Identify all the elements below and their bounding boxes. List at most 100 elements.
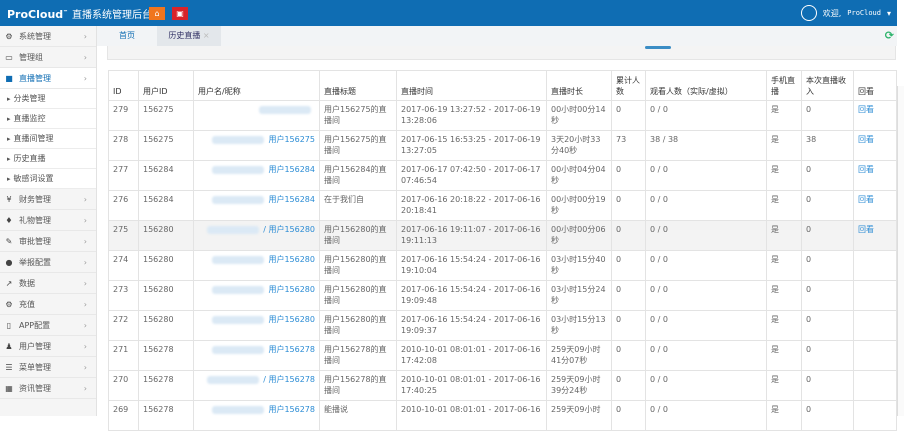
cell: 38 / 38 <box>645 130 767 161</box>
sidebar-subitem[interactable]: 历史直播 <box>0 149 96 169</box>
cell: 用户156275的直播间 <box>319 100 397 131</box>
table-row: 273 156280 用户156280 用户156280的直播间 2017-06-16 … <box>108 280 897 311</box>
blurred-name <box>212 285 265 294</box>
sidebar-item[interactable]: ⚙ 系统管理 › <box>0 26 96 47</box>
tab-bar: 首页 历史直播 × <box>97 26 897 46</box>
sidebar-item[interactable]: ✎ 审批管理 › <box>0 231 96 252</box>
cell: / 用户156280 <box>193 220 320 251</box>
search-button[interactable] <box>645 46 671 49</box>
cell: 0 <box>611 160 646 191</box>
sidebar-item[interactable]: ▦ 资讯管理 › <box>0 378 96 399</box>
menu-icon: ▭ <box>5 52 13 62</box>
cell: 是 <box>766 100 802 131</box>
cell: 是 <box>766 160 802 191</box>
cell: 用户156278 <box>193 340 320 371</box>
column-header: 用户名/昵称 <box>193 70 320 101</box>
sidebar-item[interactable]: ♦ 礼物管理 › <box>0 210 96 231</box>
user-link[interactable]: 用户156278 <box>268 405 315 414</box>
user-link[interactable]: 用户156284 <box>268 195 315 204</box>
sidebar-item-label: 用户管理 <box>19 341 51 351</box>
sidebar-item[interactable]: ↗ 数据 › <box>0 273 96 294</box>
username: ProCloud <box>847 9 881 17</box>
sidebar-item[interactable]: ☰ 菜单管理 › <box>0 357 96 378</box>
welcome-text: 欢迎, <box>822 8 842 18</box>
chevron-right-icon: › <box>83 320 87 330</box>
cell: 270 <box>108 370 139 401</box>
user-link[interactable]: / 用户156278 <box>263 375 315 384</box>
playback-link[interactable]: 回看 <box>858 135 874 144</box>
cell: 是 <box>766 250 802 281</box>
blurred-name <box>212 195 265 204</box>
cell: 0 / 0 <box>645 160 767 191</box>
table-row: 272 156280 用户156280 用户156280的直播间 2017-06-16 … <box>108 310 897 341</box>
cell: 用户156280的直播间 <box>319 250 397 281</box>
cell: 0 / 0 <box>645 340 767 371</box>
user-link[interactable]: 用户156280 <box>268 315 315 324</box>
cell: 0 / 0 <box>645 190 767 221</box>
sidebar-item[interactable]: ⚙ 充值 › <box>0 294 96 315</box>
close-icon[interactable]: × <box>202 31 210 40</box>
tab-home[interactable]: 首页 <box>119 31 135 40</box>
sidebar-subitem[interactable]: 直播监控 <box>0 109 96 129</box>
menu-icon: ⚙ <box>5 31 13 41</box>
cell: 0 / 0 <box>645 370 767 401</box>
cell <box>853 340 897 371</box>
blurred-name <box>212 135 265 144</box>
menu-icon: ☰ <box>5 362 13 372</box>
home-icon[interactable]: ⌂ <box>149 7 165 20</box>
playback-link[interactable]: 回看 <box>858 105 874 114</box>
table-row: 277 156284 用户156284 用户156284的直播间 2017-06-17 … <box>108 160 897 191</box>
refresh-icon[interactable]: ⟳ <box>884 29 894 42</box>
menu-icon: ¥ <box>6 194 12 204</box>
cell <box>853 310 897 341</box>
user-link[interactable]: 用户156278 <box>268 345 315 354</box>
sidebar-item-label: 财务管理 <box>19 194 51 204</box>
user-link[interactable]: 用户156280 <box>268 255 315 264</box>
blurred-name <box>207 225 260 234</box>
cell: 2017-06-16 20:18:22 - 2017-06-16 20:18:4… <box>396 190 547 221</box>
user-link[interactable]: 用户156280 <box>268 285 315 294</box>
tab-history-live[interactable]: 历史直播 × <box>157 26 221 46</box>
user-menu[interactable]: 欢迎, ProCloud ▾ <box>800 5 891 21</box>
cell: 回看 <box>853 130 897 161</box>
cell: 是 <box>766 280 802 311</box>
sidebar-item-label: 举报配置 <box>19 257 51 267</box>
chevron-right-icon: › <box>83 341 87 351</box>
sidebar-item[interactable]: ¥ 财务管理 › <box>0 189 96 210</box>
cell: 274 <box>108 250 139 281</box>
playback-link[interactable]: 回看 <box>858 165 874 174</box>
sidebar-item[interactable]: ▯ APP配置 › <box>0 315 96 336</box>
table-row: 274 156280 用户156280 用户156280的直播间 2017-06-16 … <box>108 250 897 281</box>
power-icon[interactable]: ▣ <box>172 7 188 20</box>
sidebar-subitem[interactable]: 直播间管理 <box>0 129 96 149</box>
menu-icon: ● <box>5 257 13 267</box>
menu-icon: ▦ <box>5 383 13 393</box>
column-header: 手机直播 <box>766 70 802 101</box>
playback-link[interactable]: 回看 <box>858 225 874 234</box>
cell: 2017-06-16 19:11:07 - 2017-06-16 19:11:1… <box>396 220 547 251</box>
cell: 259天09小时41分07秒 <box>546 340 612 371</box>
column-header: 用户ID <box>138 70 194 101</box>
column-header: 直播时间 <box>396 70 547 101</box>
scrollbar[interactable] <box>897 86 904 416</box>
column-header: 观看人数（实际/虚拟） <box>645 70 767 101</box>
user-link[interactable]: 用户156275 <box>268 135 315 144</box>
sidebar-item[interactable]: ■ 直播管理 › <box>0 68 96 89</box>
sidebar-subitem[interactable]: 分类管理 <box>0 89 96 109</box>
user-link[interactable]: 用户156284 <box>268 165 315 174</box>
chevron-right-icon: › <box>83 31 87 41</box>
blurred-name <box>259 105 311 114</box>
sidebar-item[interactable]: ● 举报配置 › <box>0 252 96 273</box>
cell: 0 <box>611 190 646 221</box>
user-link[interactable]: / 用户156280 <box>263 225 315 234</box>
sidebar-item[interactable]: ▭ 管理组 › <box>0 47 96 68</box>
cell: 是 <box>766 130 802 161</box>
cell: 是 <box>766 220 802 251</box>
cell: 是 <box>766 310 802 341</box>
sidebar-item-label: APP配置 <box>19 320 51 330</box>
blurred-name <box>207 375 260 384</box>
sidebar-item[interactable]: ♟ 用户管理 › <box>0 336 96 357</box>
playback-link[interactable]: 回看 <box>858 195 874 204</box>
sidebar-subitem[interactable]: 敏感词设置 <box>0 169 96 189</box>
cell: 156275 <box>138 100 194 131</box>
